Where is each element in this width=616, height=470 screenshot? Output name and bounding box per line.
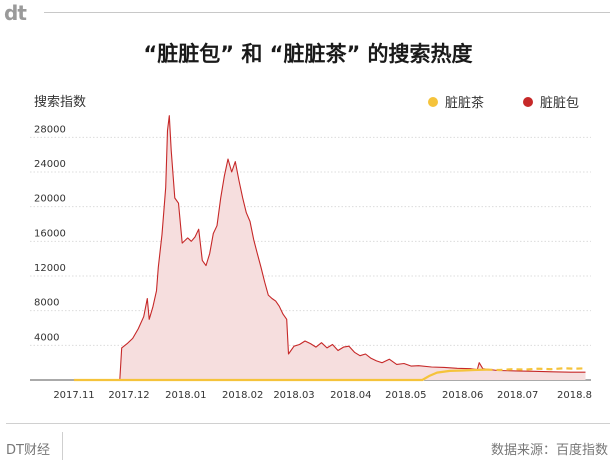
- legend-item-zangzangbao: 脏脏包: [523, 92, 579, 111]
- footer-brand: DT财经: [6, 443, 50, 458]
- x-tick-2017.11: 2017.11: [53, 390, 94, 401]
- x-tick-2018.03: 2018.03: [273, 390, 314, 401]
- y-tick-12000: 12000: [34, 263, 66, 274]
- series-group: [74, 115, 586, 382]
- x-tick-2018.05: 2018.05: [385, 390, 426, 401]
- series-line-zangzangcha: [74, 368, 487, 382]
- footer-separator: [62, 432, 63, 460]
- y-tick-8000: 8000: [34, 298, 59, 309]
- x-tick-2018.01: 2018.01: [165, 390, 206, 401]
- x-tick-2018.8: 2018.8: [557, 390, 592, 401]
- y-tick-24000: 24000: [34, 159, 66, 170]
- legend-swatch-zangzangcha: [428, 96, 438, 107]
- x-tick-2018.07: 2018.07: [497, 390, 538, 401]
- y-tick-4000: 4000: [34, 332, 59, 343]
- x-tick-2018.06: 2018.06: [442, 390, 483, 401]
- legend-item-zangzangcha: 脏脏茶: [428, 92, 484, 111]
- data-source: 数据来源：百度指数: [490, 443, 608, 458]
- legend-swatch-zangzangbao: [523, 96, 533, 107]
- y-tick-16000: 16000: [34, 228, 66, 239]
- y-tick-labels: 4000 8000 12000 16000 20000 24000 28000: [34, 124, 66, 343]
- x-tick-2018.02: 2018.02: [222, 390, 263, 401]
- y-tick-20000: 20000: [34, 194, 66, 205]
- header-divider: [44, 12, 610, 13]
- y-axis-label: 搜索指数: [34, 95, 87, 110]
- x-tick-2018.04: 2018.04: [330, 390, 371, 401]
- search-index-chart: 4000 8000 12000 16000 20000 24000 28000 2017.1…: [30, 115, 592, 401]
- dt-logo: dt: [4, 1, 27, 25]
- area-fill-1: [74, 115, 586, 380]
- y-tick-28000: 28000: [34, 124, 66, 135]
- x-tick-labels: 2017.11 2017.12 2018.01 2018.02 2018.03 2018.…: [53, 390, 592, 401]
- series-line-zangzangcha-dashed: [486, 367, 586, 372]
- x-tick-2017.12: 2017.12: [108, 390, 149, 401]
- chart-title: “脏脏包” 和 “脏脏茶” 的搜索热度: [143, 42, 473, 66]
- legend-label-zangzangcha: 脏脏茶: [445, 96, 485, 111]
- series-line-zangzangbao: [74, 115, 586, 381]
- legend-label-zangzangbao: 脏脏包: [540, 96, 580, 111]
- footer-divider: [6, 423, 610, 424]
